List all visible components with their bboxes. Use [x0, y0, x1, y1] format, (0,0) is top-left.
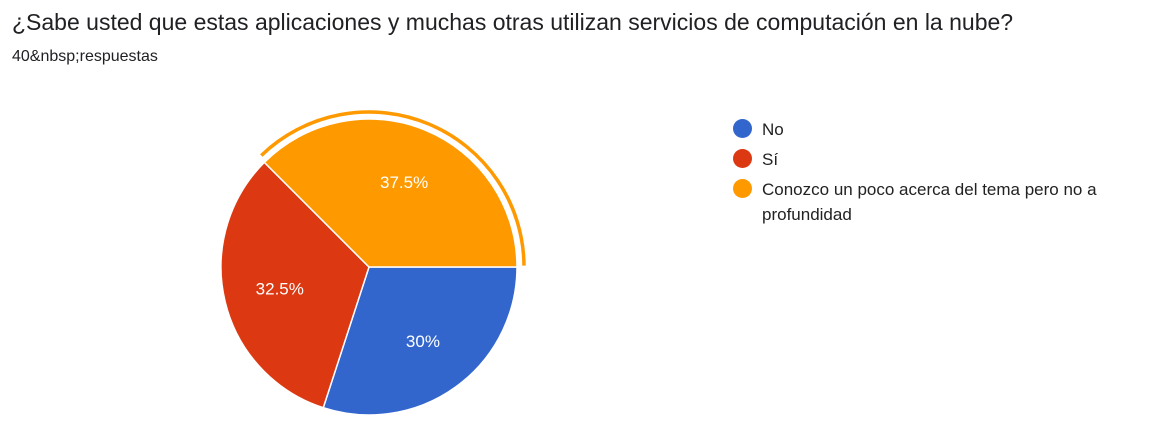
response-count: 40&nbsp;respuestas — [12, 48, 158, 65]
slice-label-conozco: 37.5% — [380, 173, 428, 192]
legend-item-conozco[interactable]: Conozco un poco acerca del tema pero no … — [733, 177, 1133, 227]
legend-label-si: Sí — [762, 150, 779, 169]
legend: No Sí Conozco un poco acerca del tema pe… — [733, 117, 1133, 232]
slice-label-no: 30% — [406, 332, 440, 351]
slice-label-si: 32.5% — [256, 279, 304, 298]
legend-label-conozco: Conozco un poco acerca del tema pero no … — [762, 180, 1097, 224]
pie-slice-conozco[interactable] — [263, 118, 518, 268]
legend-label-no: No — [762, 120, 784, 139]
pie-slice-no[interactable] — [322, 266, 518, 416]
pie-slice-si[interactable] — [220, 161, 370, 409]
pie-slice-highlight-conozco — [260, 110, 526, 266]
legend-swatch-si — [733, 149, 752, 168]
legend-swatch-no — [733, 119, 752, 138]
legend-swatch-conozco — [733, 179, 752, 198]
chart-title: ¿Sabe usted que estas aplicaciones y muc… — [12, 9, 1014, 35]
legend-item-si[interactable]: Sí — [733, 147, 1133, 172]
legend-item-no[interactable]: No — [733, 117, 1133, 142]
